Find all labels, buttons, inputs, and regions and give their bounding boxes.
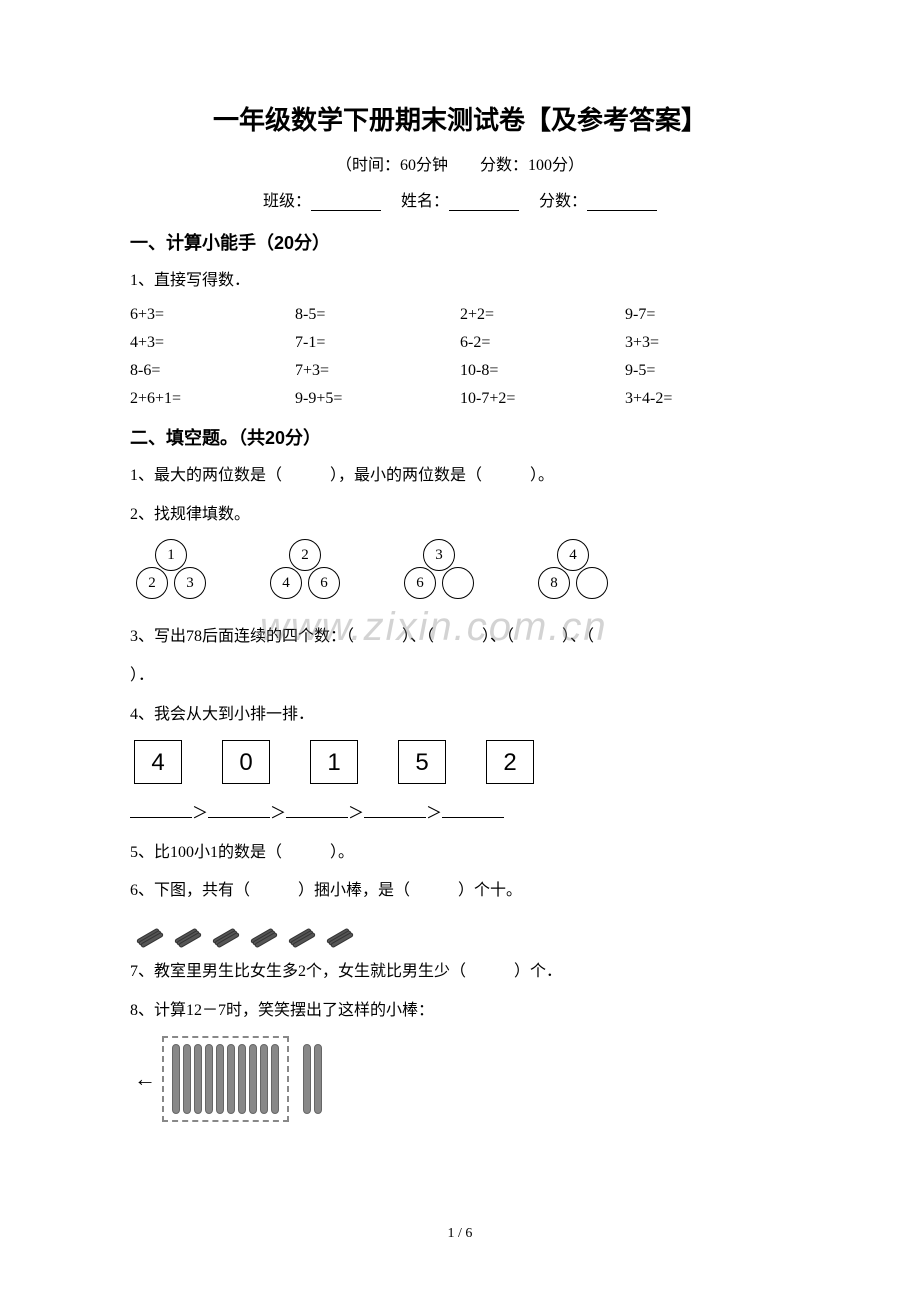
q8-figure: ← [134,1036,790,1122]
score-blank [587,193,657,211]
stick-bundle-icon [210,916,242,948]
s2-q3b: ）． [130,662,790,691]
stick-bundle-icon [324,916,356,948]
calc-item: 10-8= [460,362,625,380]
calc-item: 8-6= [130,362,295,380]
calc-item: 6+3= [130,306,295,324]
stick-icon [260,1044,268,1114]
sort-blank [442,802,504,818]
calc-item: 8-5= [295,306,460,324]
calc-item: 2+6+1= [130,390,295,408]
circle-br [576,567,608,599]
stick-bundle-icon [172,916,204,948]
calc-item: 9-5= [625,362,790,380]
sort-blanks: ＞ ＞ ＞ ＞ [130,800,790,829]
stick-icon [194,1044,202,1114]
circle-group: 4 8 [536,539,610,609]
calc-item: 7-1= [295,334,460,352]
name-label: 姓名： [401,193,449,210]
stick-pair [303,1044,322,1114]
s2-q4: 4、我会从大到小排一排． [130,701,790,730]
stick-icon [271,1044,279,1114]
section1-header: 一、计算小能手（20分） [130,229,790,255]
s2-q7: 7、教室里男生比女生多2个，女生就比男生少（ ）个． [130,958,790,987]
circle-top: 3 [423,539,455,571]
circle-br: 6 [308,567,340,599]
gt-sign: ＞ [348,805,364,822]
subtitle: （时间：60分钟 分数：100分） [130,151,790,175]
circle-bl: 4 [270,567,302,599]
s2-q1: 1、最大的两位数是（ ），最小的两位数是（ ）。 [130,462,790,491]
stick-icon [172,1044,180,1114]
name-blank [449,193,519,211]
gt-sign: ＞ [426,805,442,822]
num-box: 5 [398,740,446,784]
sort-blank [364,802,426,818]
s2-q2: 2、找规律填数。 [130,501,790,530]
stick-icon [249,1044,257,1114]
circles-row: 1 2 3 2 4 6 3 6 4 8 [134,539,790,609]
num-box: 0 [222,740,270,784]
circle-group: 3 6 [402,539,476,609]
circle-top: 2 [289,539,321,571]
circle-top: 4 [557,539,589,571]
page-number: 1 / 6 [0,1226,920,1242]
calc-item: 6-2= [460,334,625,352]
num-box: 2 [486,740,534,784]
circle-group: 2 4 6 [268,539,342,609]
form-line: 班级： 姓名： 分数： [130,187,790,211]
gt-sign: ＞ [270,805,286,822]
s2-q6: 6、下图，共有（ ）捆小棒，是（ ）个十。 [130,877,790,906]
s2-q3a: 3、写出78后面连续的四个数：（ ）、（ ）、（ ）、（ [130,623,790,652]
arrow-left-icon: ← [134,1066,156,1092]
stick-icon [314,1044,322,1114]
stick-icon [205,1044,213,1114]
num-box: 4 [134,740,182,784]
dashed-box [162,1036,289,1122]
circle-bl: 8 [538,567,570,599]
stick-bundles [134,916,790,948]
sort-blank [130,802,192,818]
calc-item: 9-9+5= [295,390,460,408]
circle-br: 3 [174,567,206,599]
circle-bl: 2 [136,567,168,599]
calc-item: 2+2= [460,306,625,324]
stick-bundle-icon [134,916,166,948]
s2-q8: 8、计算12－7时，笑笑摆出了这样的小棒： [130,997,790,1026]
calc-item: 3+3= [625,334,790,352]
s1-q1-prefix: 1、直接写得数． [130,267,790,296]
circle-group: 1 2 3 [134,539,208,609]
score-label: 分数： [539,193,587,210]
circle-bl: 6 [404,567,436,599]
stick-bundle-icon [248,916,280,948]
stick-icon [238,1044,246,1114]
sort-blank [286,802,348,818]
stick-icon [183,1044,191,1114]
section2-header: 二、填空题。（共20分） [130,424,790,450]
calc-item: 7+3= [295,362,460,380]
page-title: 一年级数学下册期末测试卷【及参考答案】 [130,100,790,137]
calc-grid: 6+3= 8-5= 2+2= 9-7= 4+3= 7-1= 6-2= 3+3= … [130,306,790,408]
stick-icon [303,1044,311,1114]
box-row: 4 0 1 5 2 [134,740,790,784]
calc-item: 10-7+2= [460,390,625,408]
class-blank [311,193,381,211]
num-box: 1 [310,740,358,784]
gt-sign: ＞ [192,805,208,822]
calc-item: 3+4-2= [625,390,790,408]
stick-bundle-icon [286,916,318,948]
stick-icon [227,1044,235,1114]
stick-icon [216,1044,224,1114]
sort-blank [208,802,270,818]
class-label: 班级： [263,193,311,210]
circle-top: 1 [155,539,187,571]
s2-q5: 5、比100小1的数是（ ）。 [130,839,790,868]
calc-item: 4+3= [130,334,295,352]
calc-item: 9-7= [625,306,790,324]
circle-br [442,567,474,599]
